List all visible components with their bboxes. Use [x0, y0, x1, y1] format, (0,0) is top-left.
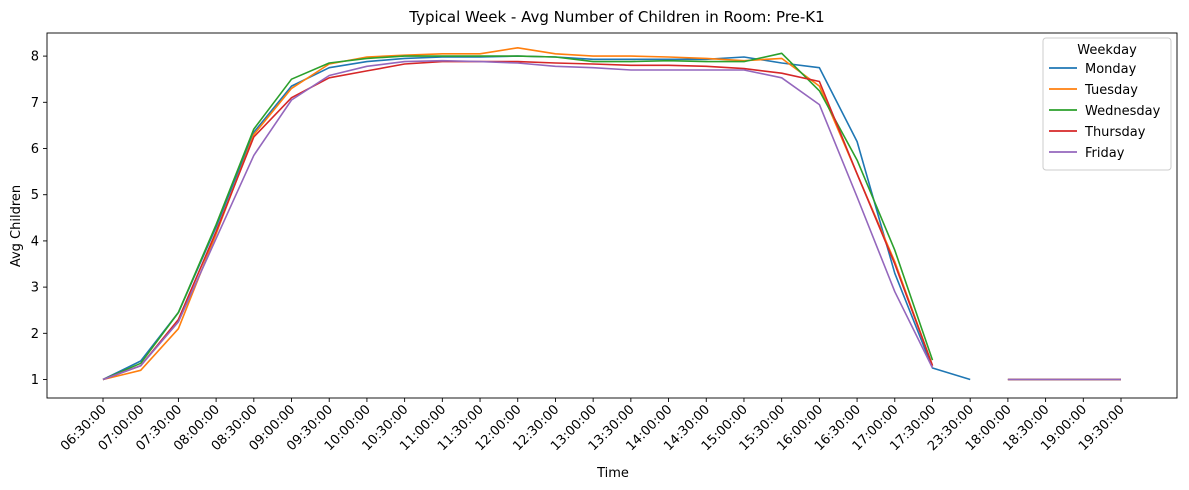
y-axis: 1 2 3 4 5 6 7 8	[31, 50, 47, 388]
y-tick-label: 4	[31, 234, 39, 249]
series-line-wednesday-1	[102, 52, 934, 381]
y-tick-label: 3	[31, 281, 39, 296]
y-tick-label: 7	[31, 96, 39, 111]
legend-label-wednesday: Wednesday	[1085, 104, 1161, 119]
legend-label-monday: Monday	[1085, 62, 1137, 77]
y-tick-label: 1	[31, 373, 39, 388]
x-axis: 06:30:0007:00:0007:30:0008:00:0008:30:00…	[58, 398, 1128, 454]
y-tick-label: 2	[31, 327, 39, 342]
y-tick-label: 8	[31, 50, 39, 65]
y-axis-title: Avg Children	[9, 185, 24, 267]
legend-title: Weekday	[1077, 43, 1137, 58]
plot-area	[46, 32, 1178, 399]
legend-box	[1042, 37, 1172, 171]
series-line-thursday-1	[102, 60, 934, 381]
series-line-friday-1	[102, 59, 934, 381]
legend-label-tuesday: Tuesday	[1084, 83, 1138, 98]
y-tick-label: 5	[31, 188, 39, 203]
chart-title: Typical Week - Avg Number of Children in…	[408, 8, 824, 26]
y-tick-label: 6	[31, 142, 39, 157]
legend-label-friday: Friday	[1085, 146, 1125, 161]
legend: Weekday Monday Tuesday Wednesday Thursday Fri…	[1042, 37, 1172, 171]
plot-frame	[46, 32, 1178, 399]
x-axis-title: Time	[596, 466, 629, 481]
legend-label-thursday: Thursday	[1084, 125, 1146, 140]
series-line-monday	[102, 55, 971, 381]
